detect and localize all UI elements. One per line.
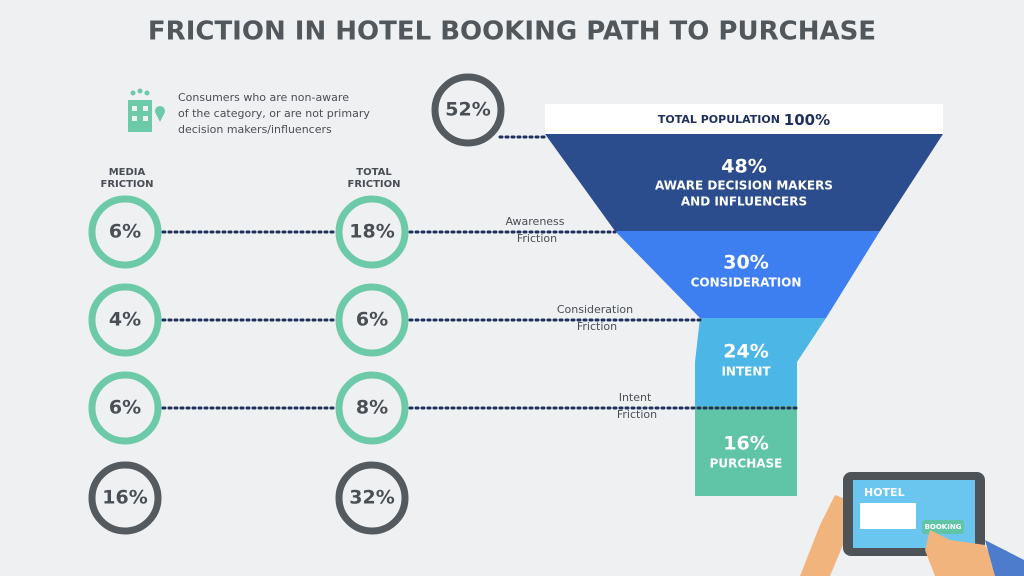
tablet-illustration: HOTEL BOOKING (800, 472, 1024, 576)
funnel-top (545, 104, 943, 134)
building-icon (128, 88, 165, 132)
media-circle (88, 371, 162, 445)
funnel-stage (545, 134, 943, 231)
total-media: 16% (102, 487, 147, 509)
total-value: 18% (349, 221, 394, 243)
tablet-button: BOOKING (925, 523, 962, 531)
stage-label: CONSIDERATION (691, 276, 802, 290)
stage-value: 30% (723, 252, 768, 274)
stage-label: AND INFLUENCERS (681, 195, 807, 209)
total-circle (335, 195, 409, 269)
friction-label: Friction (617, 408, 657, 421)
non-aware-value: 52% (445, 99, 490, 121)
friction-label: Awareness (505, 215, 564, 228)
stage-label: INTENT (721, 365, 771, 379)
friction-label: Friction (577, 320, 617, 333)
column-header: FRICTION (100, 179, 153, 190)
total-circle (335, 461, 409, 535)
legend-text: Consumers who are non-aware (178, 91, 349, 104)
stage-value: 48% (721, 156, 766, 178)
funnel-stage (695, 406, 797, 496)
total-friction: 32% (349, 487, 394, 509)
funnel-top-label: TOTAL POPULATION (658, 113, 780, 126)
stage-value: 24% (723, 341, 768, 363)
media-circle (88, 195, 162, 269)
title: FRICTION IN HOTEL BOOKING PATH TO PURCHA… (148, 17, 876, 47)
media-value: 6% (109, 221, 141, 243)
legend-text: decision makers/influencers (178, 123, 332, 136)
total-circle (335, 283, 409, 357)
funnel-top-label: TOTAL POPULATION 100% (658, 111, 830, 129)
media-value: 4% (109, 309, 141, 331)
funnel-stage (695, 318, 826, 406)
friction-label: Friction (517, 232, 557, 245)
media-circle (88, 283, 162, 357)
stage-value: 16% (723, 433, 768, 455)
funnel-top-value: 100% (784, 111, 830, 129)
funnel-stage (615, 231, 880, 318)
legend-text: of the category, or are not primary (178, 107, 370, 120)
total-value: 8% (356, 397, 388, 419)
media-value: 6% (109, 397, 141, 419)
friction-label: Intent (619, 391, 652, 404)
column-header: FRICTION (347, 179, 400, 190)
non-aware-circle (431, 73, 505, 147)
stage-label: PURCHASE (710, 457, 783, 471)
total-circle (88, 461, 162, 535)
column-header: MEDIA (109, 167, 146, 178)
total-circle (335, 371, 409, 445)
stage-label: AWARE DECISION MAKERS (655, 179, 833, 193)
column-header: TOTAL (356, 167, 392, 178)
friction-rows: 6% 18% Awareness Friction 4% 6% Consideration F… (88, 195, 799, 445)
total-value: 6% (356, 309, 388, 331)
friction-label: Consideration (557, 303, 633, 316)
tablet-title: HOTEL (864, 486, 905, 499)
